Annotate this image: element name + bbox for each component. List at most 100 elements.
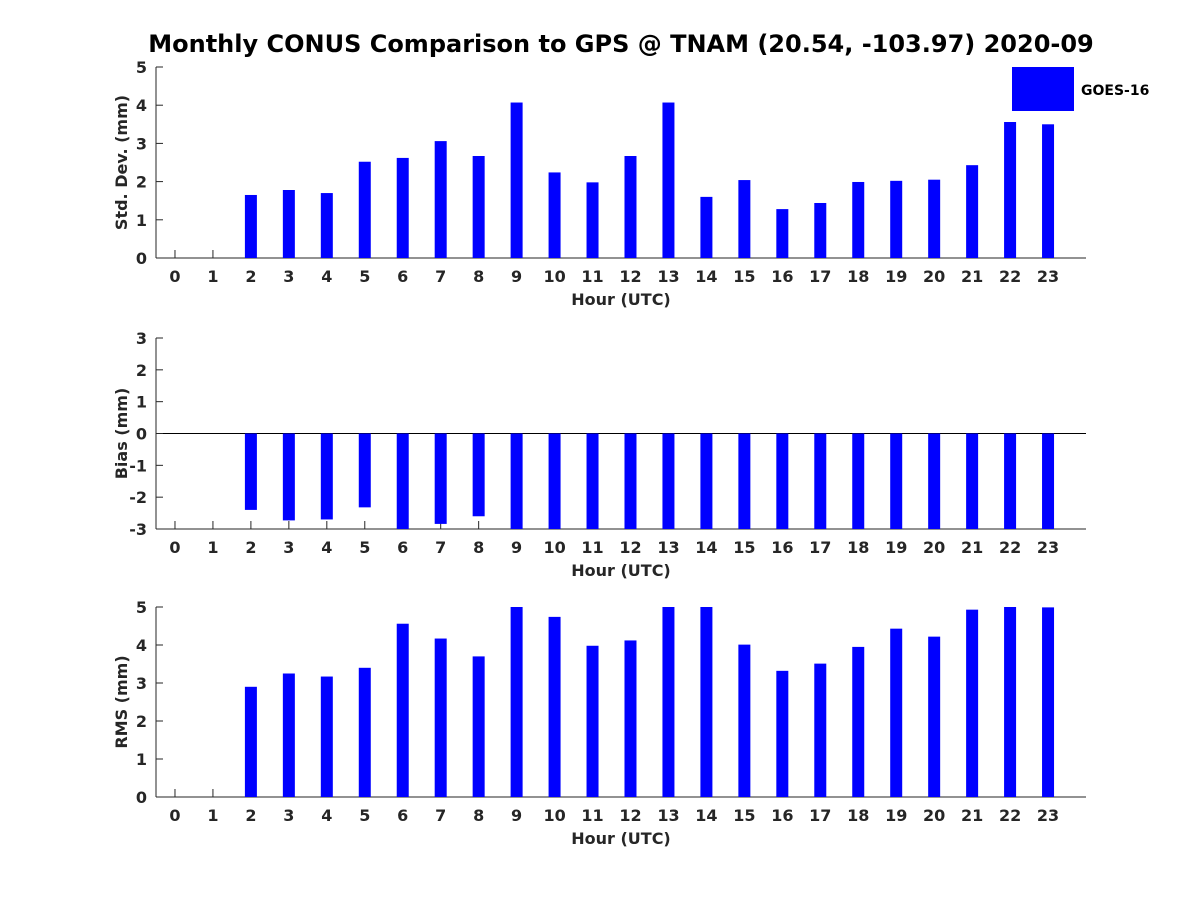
bar-hour-18 [852, 646, 865, 797]
bar-hour-22 [1004, 433, 1017, 529]
x-tick-label: 13 [657, 538, 679, 557]
x-tick-label: 10 [543, 267, 565, 286]
bar-hour-4 [320, 433, 333, 520]
x-tick-label: 4 [321, 267, 332, 286]
x-tick-label: 14 [695, 538, 717, 557]
x-tick-label: 9 [511, 806, 522, 825]
x-tick-label: 18 [847, 806, 869, 825]
bar-hour-4 [320, 676, 333, 797]
x-tick-label: 13 [657, 806, 679, 825]
bar-hour-16 [776, 433, 789, 529]
x-tick-label: 3 [283, 806, 294, 825]
bar-hour-18 [852, 181, 865, 258]
x-tick-label: 6 [397, 267, 408, 286]
bar-hour-21 [966, 165, 979, 258]
y-tick-label: -2 [129, 488, 147, 507]
bar-hour-5 [358, 667, 371, 797]
y-tick-label: 0 [136, 425, 147, 444]
bar-hour-11 [586, 645, 599, 797]
x-tick-label: 2 [245, 806, 256, 825]
x-tick-label: 11 [581, 267, 603, 286]
bar-hour-21 [966, 609, 979, 797]
y-axis-label: Std. Dev. (mm) [112, 95, 131, 230]
x-tick-label: 8 [473, 267, 484, 286]
y-tick-label: 0 [136, 249, 147, 268]
x-tick-label: 20 [923, 806, 945, 825]
bar-hour-21 [966, 433, 979, 529]
bar-hour-7 [434, 433, 447, 524]
x-tick-label: 21 [961, 538, 983, 557]
x-tick-label: 3 [283, 267, 294, 286]
bar-hour-17 [814, 433, 827, 529]
legend: GOES-16 [1012, 67, 1149, 111]
x-tick-label: 2 [245, 267, 256, 286]
bar-hour-13 [662, 607, 675, 797]
x-tick-label: 18 [847, 267, 869, 286]
y-tick-label: 2 [136, 712, 147, 731]
legend-swatch [1012, 67, 1074, 111]
y-axis-label: Bias (mm) [112, 388, 131, 480]
x-tick-label: 23 [1037, 538, 1059, 557]
y-tick-label: 5 [136, 598, 147, 617]
x-tick-label: 19 [885, 267, 907, 286]
y-tick-label: 0 [136, 788, 147, 807]
bar-hour-15 [738, 644, 751, 797]
bar-hour-3 [282, 190, 295, 258]
bar-hour-14 [700, 607, 713, 797]
x-tick-label: 19 [885, 806, 907, 825]
bar-hour-2 [244, 433, 257, 510]
x-tick-label: 9 [511, 267, 522, 286]
bar-hour-5 [358, 433, 371, 508]
bar-hour-7 [434, 141, 447, 258]
y-tick-label: 2 [136, 173, 147, 192]
x-tick-label: 9 [511, 538, 522, 557]
x-tick-label: 22 [999, 806, 1021, 825]
x-tick-label: 21 [961, 806, 983, 825]
x-tick-label: 3 [283, 538, 294, 557]
y-tick-label: 3 [136, 329, 147, 348]
x-tick-label: 22 [999, 538, 1021, 557]
x-tick-label: 16 [771, 538, 793, 557]
x-tick-label: 16 [771, 267, 793, 286]
x-tick-label: 0 [169, 267, 180, 286]
bar-hour-16 [776, 209, 789, 258]
bar-hour-23 [1042, 433, 1055, 529]
x-tick-label: 1 [207, 267, 218, 286]
x-tick-label: 13 [657, 267, 679, 286]
chart-title: Monthly CONUS Comparison to GPS @ TNAM (… [148, 30, 1094, 58]
x-tick-label: 8 [473, 538, 484, 557]
bar-hour-10 [548, 433, 561, 529]
bar-hour-22 [1004, 122, 1017, 259]
bar-hour-2 [244, 686, 257, 797]
bar-hour-18 [852, 433, 865, 529]
x-tick-label: 4 [321, 806, 332, 825]
bar-hour-15 [738, 433, 751, 529]
bar-hour-3 [282, 673, 295, 797]
bar-hour-3 [282, 433, 295, 521]
bar-hour-9 [510, 607, 523, 797]
x-tick-label: 17 [809, 538, 831, 557]
x-tick-label: 18 [847, 538, 869, 557]
bar-hour-9 [510, 102, 523, 258]
x-tick-label: 22 [999, 267, 1021, 286]
x-tick-label: 5 [359, 267, 370, 286]
bar-hour-20 [928, 179, 941, 258]
bar-hour-19 [890, 180, 903, 258]
x-tick-label: 12 [619, 267, 641, 286]
y-tick-label: 1 [136, 393, 147, 412]
bar-hour-12 [624, 433, 637, 529]
x-axis-label: Hour (UTC) [571, 829, 671, 848]
bar-hour-10 [548, 172, 561, 258]
bar-hour-4 [320, 193, 333, 258]
x-tick-label: 14 [695, 267, 717, 286]
y-tick-label: 4 [136, 636, 147, 655]
x-tick-label: 20 [923, 538, 945, 557]
x-tick-label: 15 [733, 267, 755, 286]
bar-hour-8 [472, 656, 485, 797]
bar-hour-8 [472, 433, 485, 517]
x-tick-label: 14 [695, 806, 717, 825]
x-axis-label: Hour (UTC) [571, 290, 671, 309]
y-axis-label: RMS (mm) [112, 655, 131, 748]
